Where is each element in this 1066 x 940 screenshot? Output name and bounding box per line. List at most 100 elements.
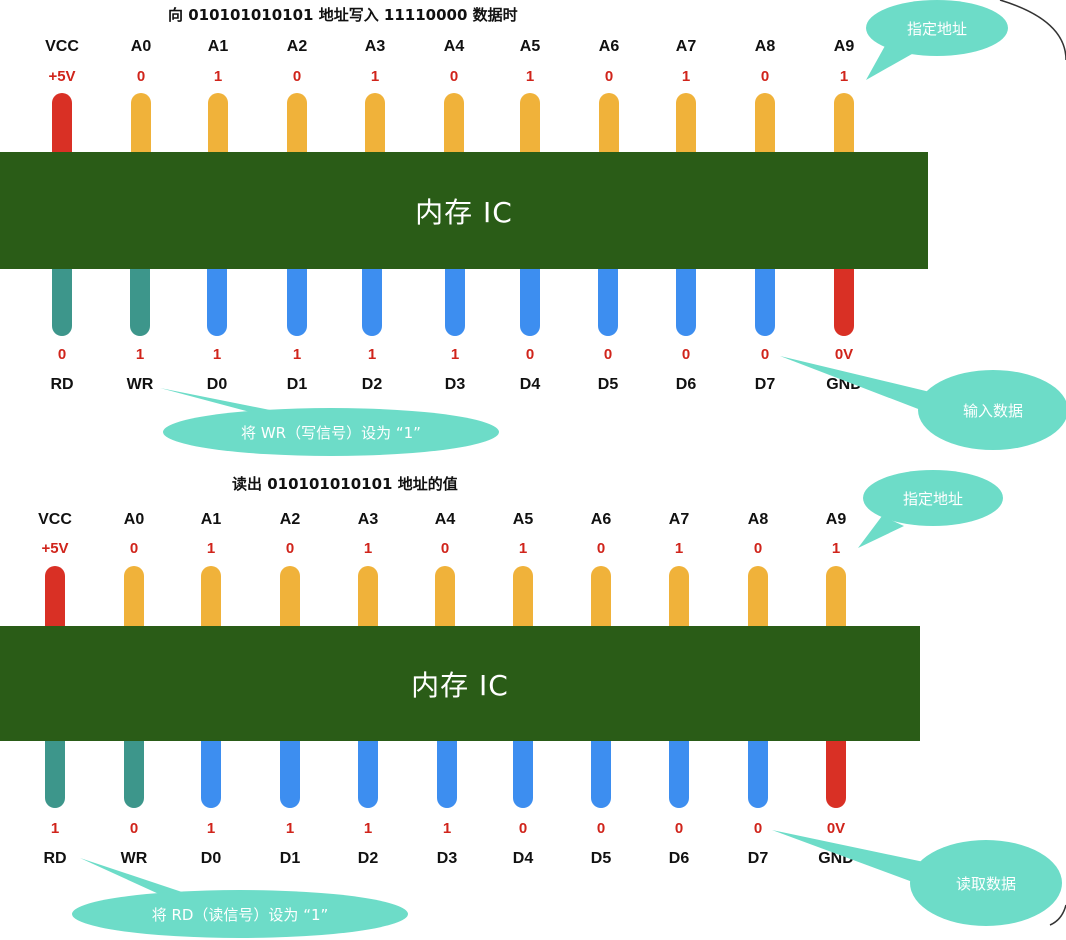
pin-value-rd: 1 bbox=[50, 820, 60, 837]
pin-label-d2: D2 bbox=[357, 850, 379, 867]
pin-value-d4: 0 bbox=[525, 346, 535, 363]
pin-value-rd: 0 bbox=[57, 346, 67, 363]
pin-label-d4: D4 bbox=[519, 376, 541, 393]
pin-value-a9: 1 bbox=[839, 68, 849, 85]
pin-value-gnd: 0V bbox=[826, 820, 846, 837]
pin-label-a6: A6 bbox=[598, 38, 620, 55]
pin-label-a8: A8 bbox=[754, 38, 776, 55]
pin-label-d1: D1 bbox=[279, 850, 301, 867]
panel-title: 读出 010101010101 地址的值 bbox=[232, 475, 458, 493]
pin-value-d0: 1 bbox=[212, 346, 222, 363]
pin-label-a1: A1 bbox=[207, 38, 229, 55]
callout-signal: 将 WR（写信号）设为 “1” bbox=[163, 408, 499, 456]
pin-label-d7: D7 bbox=[747, 850, 769, 867]
pin-value-wr: 1 bbox=[135, 346, 145, 363]
pin-value-a5: 1 bbox=[518, 540, 528, 557]
pin-label-d5: D5 bbox=[590, 850, 612, 867]
pin-value-a2: 0 bbox=[292, 68, 302, 85]
pin-value-a6: 0 bbox=[596, 540, 606, 557]
pin-value-d5: 0 bbox=[596, 820, 606, 837]
pin-label-a4: A4 bbox=[443, 38, 465, 55]
callout-signal: 将 RD（读信号）设为 “1” bbox=[72, 890, 408, 938]
pin-value-a6: 0 bbox=[604, 68, 614, 85]
pin-value-d5: 0 bbox=[603, 346, 613, 363]
pin-label-a2: A2 bbox=[286, 38, 308, 55]
pin-value-a7: 1 bbox=[681, 68, 691, 85]
pin-value-a0: 0 bbox=[136, 68, 146, 85]
pin-value-d3: 1 bbox=[450, 346, 460, 363]
pin-value-a8: 0 bbox=[760, 68, 770, 85]
pin-label-a3: A3 bbox=[364, 38, 386, 55]
pin-label-a7: A7 bbox=[675, 38, 697, 55]
pin-value-a5: 1 bbox=[525, 68, 535, 85]
pin-label-d3: D3 bbox=[436, 850, 458, 867]
pin-value-a4: 0 bbox=[449, 68, 459, 85]
pin-label-a5: A5 bbox=[519, 38, 541, 55]
pin-value-a1: 1 bbox=[213, 68, 223, 85]
pin-label-a0: A0 bbox=[123, 511, 145, 528]
pin-label-d2: D2 bbox=[361, 376, 383, 393]
callout-tail-signal bbox=[160, 388, 280, 412]
pin-value-wr: 0 bbox=[129, 820, 139, 837]
callout-tail-address bbox=[866, 44, 912, 80]
pin-value-a7: 1 bbox=[674, 540, 684, 557]
pin-value-a2: 0 bbox=[285, 540, 295, 557]
pin-value-d2: 1 bbox=[363, 820, 373, 837]
memory-ic-chip: 内存 IC bbox=[0, 626, 920, 741]
pin-label-d7: D7 bbox=[754, 376, 776, 393]
pin-value-d7: 0 bbox=[760, 346, 770, 363]
pin-value-a1: 1 bbox=[206, 540, 216, 557]
pin-value-a4: 0 bbox=[440, 540, 450, 557]
pin-value-d2: 1 bbox=[367, 346, 377, 363]
pin-value-d7: 0 bbox=[753, 820, 763, 837]
callout-data: 读取数据 bbox=[910, 840, 1062, 926]
pin-label-rd: RD bbox=[43, 850, 67, 867]
pin-value-d3: 1 bbox=[442, 820, 452, 837]
pin-label-a7: A7 bbox=[668, 511, 690, 528]
pin-label-d4: D4 bbox=[512, 850, 534, 867]
pin-label-a5: A5 bbox=[512, 511, 534, 528]
pin-label-a9: A9 bbox=[833, 38, 855, 55]
pin-label-d1: D1 bbox=[286, 376, 308, 393]
pin-value-d1: 1 bbox=[292, 346, 302, 363]
callout-tail-data bbox=[772, 830, 924, 884]
pin-label-vcc: VCC bbox=[38, 511, 72, 528]
pin-value-d6: 0 bbox=[674, 820, 684, 837]
pin-label-d0: D0 bbox=[206, 376, 228, 393]
callout-address: 指定地址 bbox=[863, 470, 1003, 526]
memory-ic-chip: 内存 IC bbox=[0, 152, 928, 269]
pin-label-d5: D5 bbox=[597, 376, 619, 393]
pin-label-rd: RD bbox=[50, 376, 74, 393]
pin-label-a0: A0 bbox=[130, 38, 152, 55]
pin-value-a3: 1 bbox=[370, 68, 380, 85]
pin-value-d1: 1 bbox=[285, 820, 295, 837]
pin-label-d3: D3 bbox=[444, 376, 466, 393]
pin-label-wr: WR bbox=[120, 850, 148, 867]
pin-label-a2: A2 bbox=[279, 511, 301, 528]
callout-address: 指定地址 bbox=[866, 0, 1008, 56]
pin-value-a0: 0 bbox=[129, 540, 139, 557]
pin-value-a9: 1 bbox=[831, 540, 841, 557]
callout-data: 输入数据 bbox=[918, 370, 1066, 450]
pin-label-a3: A3 bbox=[357, 511, 379, 528]
pin-label-a4: A4 bbox=[434, 511, 456, 528]
pin-label-wr: WR bbox=[126, 376, 154, 393]
callout-tail-address bbox=[858, 516, 904, 548]
pin-value-d6: 0 bbox=[681, 346, 691, 363]
pin-label-vcc: VCC bbox=[45, 38, 79, 55]
pin-label-a8: A8 bbox=[747, 511, 769, 528]
pin-label-a1: A1 bbox=[200, 511, 222, 528]
pin-value-a8: 0 bbox=[753, 540, 763, 557]
pin-value-d4: 0 bbox=[518, 820, 528, 837]
callout-tail-data bbox=[780, 356, 930, 412]
pin-label-a6: A6 bbox=[590, 511, 612, 528]
pin-value-vcc: +5V bbox=[48, 68, 76, 85]
pin-label-a9: A9 bbox=[825, 511, 847, 528]
callout-tail-signal bbox=[80, 858, 200, 900]
pin-label-d6: D6 bbox=[675, 376, 697, 393]
pin-label-d0: D0 bbox=[200, 850, 222, 867]
pin-value-gnd: 0V bbox=[834, 346, 854, 363]
pin-value-a3: 1 bbox=[363, 540, 373, 557]
